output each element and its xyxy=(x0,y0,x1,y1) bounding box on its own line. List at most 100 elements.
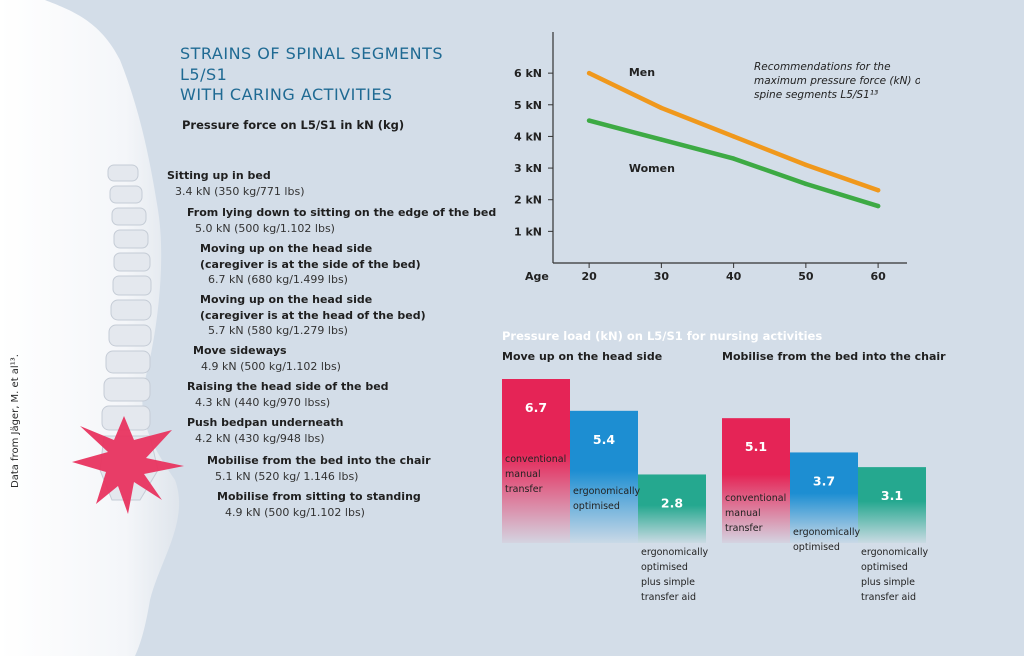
page-subtitle: Pressure force on L5/S1 in kN (kg) xyxy=(182,118,405,132)
x-tick-label: 50 xyxy=(798,270,814,283)
chart-annotation: Recommendations for the xyxy=(754,61,891,73)
bar-category-label-line: conventional xyxy=(505,454,567,465)
bar-category-label-line: manual xyxy=(725,508,761,520)
data-point-men xyxy=(659,105,664,111)
bar-category-label-line: ergonomically xyxy=(641,547,709,558)
bar-category-label-line: conventional xyxy=(725,493,787,505)
activity-label: Mobilise from sitting to standing xyxy=(217,490,421,503)
chart-annotation: spine segments L5/S1¹³ xyxy=(754,89,878,101)
x-tick-label: 20 xyxy=(581,270,597,283)
activity-value: 4.9 kN (500 kg/1.102 lbs) xyxy=(201,359,341,373)
bar-category-label: ergonomically optimised plus simple transfe… xyxy=(641,545,708,605)
activity-value: 4.3 kN (440 kg/970 lbss) xyxy=(195,395,331,409)
bar-group-title: Mobilise from the bed into the chair xyxy=(722,350,946,363)
activity-item: Move sideways 4.9 kN (500 kg/1.102 lbs) xyxy=(193,343,341,374)
activity-item: Sitting up in bed 3.4 kN (350 kg/771 lbs… xyxy=(167,168,304,199)
bar-category-label: ergonomically optimised xyxy=(793,525,860,555)
activity-item: Raising the head side of the bed 4.3 kN … xyxy=(187,379,389,410)
data-point-men xyxy=(586,70,592,76)
bar-category-label-line: manual xyxy=(505,469,541,480)
bar-value-label: 5.1 xyxy=(745,439,767,454)
activity-label: Raising the head side of the bed xyxy=(187,380,389,393)
activity-label: Moving up on the head side xyxy=(200,293,373,306)
activity-value: 4.9 kN (500 kg/1.102 lbs) xyxy=(225,505,365,519)
data-point-women xyxy=(659,137,664,142)
bar-category-label: conventional manual transfer xyxy=(725,491,786,536)
bar-category-label-line: transfer aid xyxy=(641,592,697,603)
activity-label: Push bedpan underneath xyxy=(187,416,344,429)
data-point-women xyxy=(803,181,809,187)
bar-value-label: 2.8 xyxy=(661,495,683,510)
bar-category-label-line: plus simple xyxy=(861,577,916,588)
data-point-women xyxy=(731,156,736,161)
activity-label: (caregiver is at the head of the bed) xyxy=(200,308,426,322)
bar-category-label-line: ergonomically xyxy=(573,485,641,497)
bar-value-label: 6.7 xyxy=(525,400,547,415)
activity-label: (caregiver is at the side of the bed) xyxy=(200,257,421,271)
data-point-men xyxy=(875,188,881,193)
bar xyxy=(638,474,706,543)
data-source-credit: Data from Jäger, M. et al¹³. xyxy=(10,354,21,488)
bar-value-label: 3.7 xyxy=(813,473,835,488)
activity-value: 6.7 kN (680 kg/1.499 lbs) xyxy=(208,273,348,286)
spine-illustration xyxy=(0,0,184,656)
bar xyxy=(570,410,638,543)
activity-value: 4.2 kN (430 kg/948 lbs) xyxy=(195,431,325,445)
y-tick-label: 6 kN xyxy=(514,67,542,80)
data-point-women xyxy=(586,118,592,123)
title-line: L5/S1 xyxy=(180,64,228,84)
activity-value: 3.4 kN (350 kg/771 lbs) xyxy=(175,184,305,198)
x-axis-label: Age xyxy=(525,270,549,283)
activity-value: 5.1 kN (520 kg/ 1.146 lbs) xyxy=(215,469,359,483)
chart-annotation: maximum pressure force (kN) on xyxy=(754,75,920,87)
y-tick-label: 1 kN xyxy=(514,225,542,238)
title-line: WITH CARING ACTIVITIES xyxy=(180,85,393,104)
bar-category-label: ergonomically optimised xyxy=(573,484,640,514)
bar-category-label: ergonomically optimised plus simple transfe… xyxy=(861,545,928,605)
bar xyxy=(858,467,926,543)
activity-label: Move sideways xyxy=(193,344,287,357)
series-label-men: Men xyxy=(629,66,655,79)
bar-category-label-line: ergonomically xyxy=(793,527,861,539)
bar-category-label-line: transfer xyxy=(505,484,543,495)
spine-vertebrae xyxy=(99,164,159,501)
bar-group-title: Move up on the head side xyxy=(502,350,663,363)
bar-category-label: conventional manual transfer xyxy=(505,452,566,497)
activity-value: 5.0 kN (500 kg/1.102 lbs) xyxy=(195,221,335,235)
body-silhouette xyxy=(0,0,180,656)
bar-category-label-line: optimised xyxy=(641,562,688,573)
activity-item: Moving up on the head side (caregiver is… xyxy=(200,241,421,288)
bar-category-label-line: ergonomically xyxy=(861,547,929,558)
page-title: STRAINS OF SPINAL SEGMENTS L5/S1 WITH CA… xyxy=(180,44,443,106)
activity-item: From lying down to sitting on the edge o… xyxy=(187,205,496,236)
y-tick-label: 2 kN xyxy=(514,194,542,207)
data-point-men xyxy=(803,162,809,168)
data-point-men xyxy=(731,134,736,139)
bar-category-label-line: transfer aid xyxy=(861,592,917,603)
data-point-women xyxy=(875,203,881,209)
activity-label: Sitting up in bed xyxy=(167,169,271,182)
activity-item: Mobilise from the bed into the chair 5.1… xyxy=(207,453,431,484)
y-tick-label: 5 kN xyxy=(514,99,542,112)
bar-category-label-line: optimised xyxy=(793,542,840,554)
x-tick-label: 40 xyxy=(726,270,742,283)
y-tick-label: 4 kN xyxy=(514,130,542,143)
pressure-by-age-line-chart: 1 kN 2 kN 3 kN 4 kN 5 kN 6 kN 20 30 40 50 60 Age Men… xyxy=(514,32,920,283)
bar-value-label: 5.4 xyxy=(593,432,615,447)
activity-item: Mobilise from sitting to standing 4.9 kN… xyxy=(217,489,421,520)
activity-label: Moving up on the head side xyxy=(200,242,373,255)
bar-category-label-line: transfer xyxy=(725,523,763,535)
activity-value: 5.7 kN (580 kg/1.279 lbs) xyxy=(208,324,348,337)
activity-item: Push bedpan underneath 4.2 kN (430 kg/94… xyxy=(187,415,344,446)
y-tick-label: 3 kN xyxy=(514,162,542,175)
nursing-activities-bar-chart: 6.7 5.4 2.8 5.1 3.7 3.1 xyxy=(502,379,926,543)
bar-category-label-line: optimised xyxy=(861,562,908,573)
x-tick-label: 60 xyxy=(870,270,886,283)
bar xyxy=(722,418,790,543)
bar-chart-title: Pressure load (kN) on L5/S1 for nursing … xyxy=(502,329,823,343)
bar xyxy=(502,379,570,543)
bar-category-label-line: plus simple xyxy=(641,577,696,588)
bar-category-label-line: optimised xyxy=(573,500,620,512)
activity-label: From lying down to sitting on the edge o… xyxy=(187,206,497,219)
activity-label: Mobilise from the bed into the chair xyxy=(207,454,431,467)
